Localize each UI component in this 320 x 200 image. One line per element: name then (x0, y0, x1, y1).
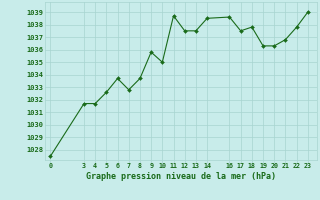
X-axis label: Graphe pression niveau de la mer (hPa): Graphe pression niveau de la mer (hPa) (86, 172, 276, 181)
